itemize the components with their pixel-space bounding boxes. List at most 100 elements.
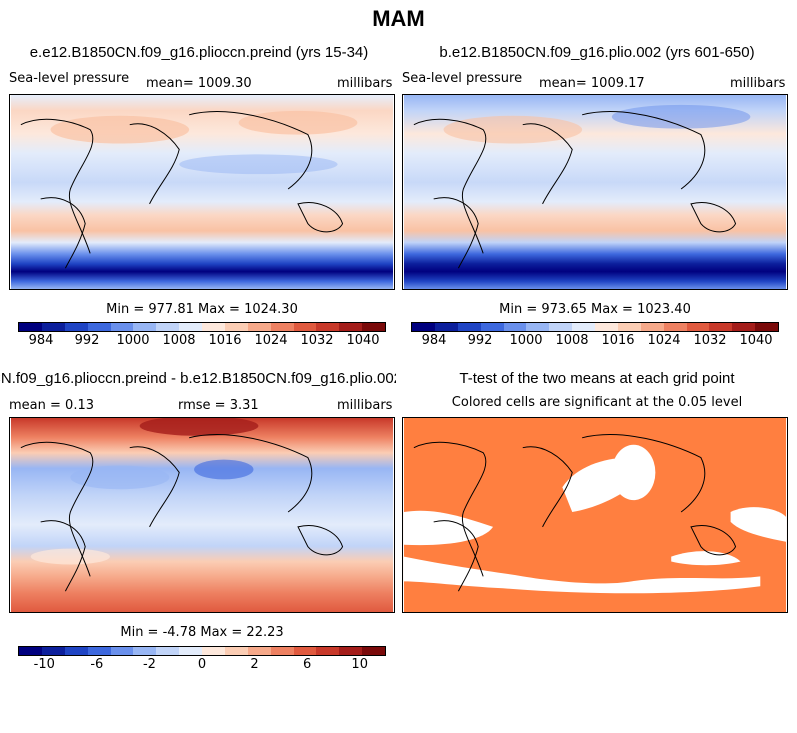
colorbar-swatch — [480, 323, 504, 331]
colorbar-tick-label: 1000 — [509, 333, 543, 348]
panel-3-field — [10, 418, 394, 612]
panel-1-mean-label: mean= — [146, 76, 194, 91]
colorbar-swatch — [755, 323, 778, 331]
panel-1-max-value: 1024.30 — [244, 302, 298, 317]
colorbar-swatch — [362, 323, 385, 331]
colorbar-tick-label: 1000 — [116, 333, 150, 348]
colorbar-swatch — [247, 647, 271, 655]
colorbar-swatch — [202, 647, 225, 655]
colorbar-tick-label: 1032 — [693, 333, 727, 348]
panel-1-map — [9, 94, 395, 290]
colorbar-swatch — [293, 323, 317, 331]
colorbar-swatch — [316, 647, 340, 655]
panel-4-insignificant-areas — [403, 444, 787, 594]
panel-3-title: e.e12.B1850CN.f09_g16.plioccn.preind - b… — [0, 370, 396, 387]
colorbar-swatch — [339, 323, 363, 331]
colorbar-tick-label: 2 — [250, 657, 259, 672]
colorbar-swatch — [526, 323, 550, 331]
panel-2-coastlines — [413, 111, 737, 269]
colorbar-swatch — [270, 323, 294, 331]
panel-4-title: T-test of the two means at each grid poi… — [459, 370, 735, 387]
panel-2-variable: Sea-level pressure — [402, 71, 523, 86]
panel-3-mean-label: mean = — [9, 398, 61, 413]
colorbar-swatch — [133, 647, 157, 655]
colorbar-tick-label: 1016 — [208, 333, 242, 348]
colorbar-swatch — [617, 323, 641, 331]
colorbar-swatch — [110, 647, 134, 655]
colorbar-tick-label: 984 — [421, 333, 447, 348]
panel-2-mean-label: mean= — [539, 76, 587, 91]
colorbar-tick-label: 1008 — [555, 333, 589, 348]
panel-3-units: millibars — [337, 398, 393, 413]
panel-3-title-clip: e.e12.B1850CN.f09_g16.plioccn.preind - b… — [0, 368, 396, 390]
panel-1-colorbar — [18, 322, 386, 332]
colorbar-swatch — [64, 323, 88, 331]
panel-3-colorbar — [18, 646, 386, 656]
colorbar-tick-label: 1024 — [647, 333, 681, 348]
colorbar-tick-label: -10 — [33, 657, 55, 672]
figure-title: MAM — [372, 6, 425, 31]
colorbar-tick-label: 0 — [197, 657, 207, 672]
panel-1-variable: Sea-level pressure — [9, 71, 130, 86]
panel-2-max-value: 1023.40 — [637, 302, 691, 317]
panel-4-map — [402, 417, 788, 613]
panel-2-minmax: Min = 973.65 Max = 1023.40 — [402, 302, 788, 317]
panel-1-mean: mean= 1009.30 — [146, 76, 252, 91]
panel-2-min-value: 973.65 — [541, 302, 587, 317]
colorbar-tick-label: -6 — [90, 657, 104, 672]
panel-2-colorbar-ticks: 984 992 1000 1008 1016 1024 1032 1040 — [411, 333, 779, 349]
colorbar-swatch — [156, 647, 180, 655]
colorbar-swatch — [362, 647, 385, 655]
panel-2-mean: mean= 1009.17 — [539, 76, 645, 91]
colorbar-tick-label: 1016 — [601, 333, 635, 348]
colorbar-swatch — [640, 323, 664, 331]
panel-3-rmse: rmse = 3.31 — [178, 398, 259, 413]
colorbar-tick-label: 1032 — [300, 333, 334, 348]
panel-2-colorbar — [411, 322, 779, 332]
panel-2-max-label: Max = — [591, 302, 633, 317]
panel-1-min-value: 977.81 — [148, 302, 194, 317]
panel-3-coastlines — [20, 434, 344, 592]
panel-1-mean-value: 1009.30 — [197, 76, 252, 91]
panel-1-units: millibars — [337, 76, 393, 91]
colorbar-swatch — [247, 323, 271, 331]
panel-3-min-label: Min = — [120, 625, 159, 640]
colorbar-swatch — [316, 323, 340, 331]
panel-3-rmse-label: rmse = — [178, 398, 226, 413]
colorbar-tick-label: 992 — [467, 333, 493, 348]
colorbar-tick-label: 984 — [28, 333, 54, 348]
colorbar-swatch — [434, 323, 458, 331]
colorbar-swatch — [133, 323, 157, 331]
panel-3-minmax: Min = -4.78 Max = 22.23 — [9, 625, 395, 640]
colorbar-tick-label: 10 — [351, 657, 368, 672]
panel-2-min-label: Min = — [499, 302, 538, 317]
colorbar-swatch — [549, 323, 573, 331]
colorbar-swatch — [110, 323, 134, 331]
colorbar-swatch — [41, 323, 65, 331]
panel-1-min-label: Min = — [106, 302, 145, 317]
panel-3-map — [9, 417, 395, 613]
panel-2-mean-value: 1009.17 — [590, 76, 645, 91]
colorbar-tick-label: 1040 — [739, 333, 773, 348]
panel-3-mean-value: 0.13 — [65, 398, 94, 413]
colorbar-swatch — [732, 323, 756, 331]
colorbar-tick-label: 1024 — [254, 333, 288, 348]
colorbar-swatch — [224, 647, 248, 655]
panel-1-max-label: Max = — [198, 302, 240, 317]
panel-3-min-value: -4.78 — [162, 625, 197, 640]
panel-2-title: b.e12.B1850CN.f09_g16.plio.002 (yrs 601-… — [439, 44, 755, 61]
colorbar-swatch — [686, 323, 710, 331]
panel-1-colorbar-ticks: 984 992 1000 1008 1016 1024 1032 1040 — [18, 333, 386, 349]
panel-3-mean: mean = 0.13 — [9, 398, 94, 413]
panel-4-coastlines — [413, 434, 737, 592]
colorbar-swatch — [87, 323, 111, 331]
colorbar-swatch — [19, 323, 42, 331]
panel-2-map — [402, 94, 788, 290]
colorbar-swatch — [595, 323, 618, 331]
panel-3-max-label: Max = — [200, 625, 243, 640]
colorbar-swatch — [224, 323, 248, 331]
panel-3-max-value: 22.23 — [246, 625, 284, 640]
colorbar-swatch — [503, 323, 527, 331]
colorbar-swatch — [156, 323, 180, 331]
colorbar-tick-label: 1040 — [346, 333, 380, 348]
